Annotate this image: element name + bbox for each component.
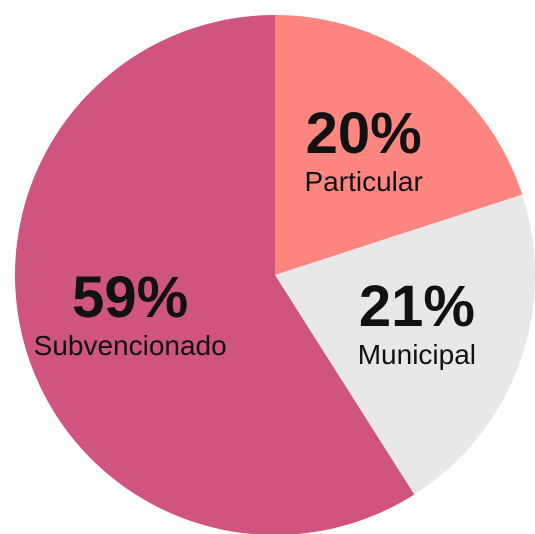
pie-slice xyxy=(275,194,535,495)
slice-value-label: 59% xyxy=(72,265,188,330)
pie-slice xyxy=(275,15,523,275)
pie-slice xyxy=(15,15,415,534)
slice-value-label: 20% xyxy=(306,101,422,166)
slice-name-label: Municipal xyxy=(358,339,476,370)
slice-value-label: 21% xyxy=(359,274,475,339)
slice-name-label: Subvencionado xyxy=(34,330,227,361)
slice-name-label: Particular xyxy=(305,166,423,197)
